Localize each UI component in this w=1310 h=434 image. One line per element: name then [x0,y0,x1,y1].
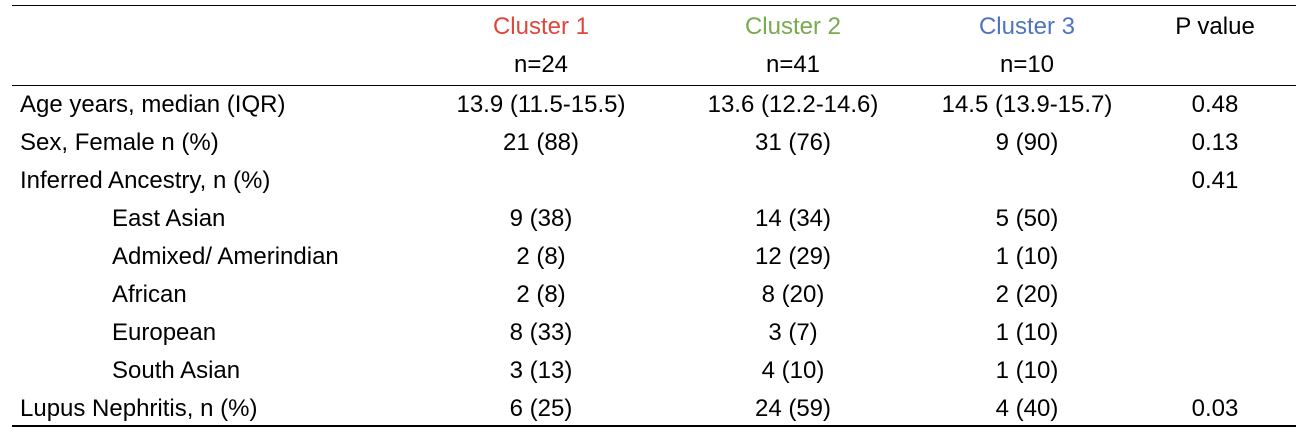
header-cluster-2: Cluster 2 [744,13,842,40]
row-label: Sex, Female n (%) [20,129,219,156]
header-cluster-3: Cluster 3 [978,13,1076,40]
cell-cluster-2: 14 (34) [754,205,832,232]
row-label: Lupus Nephritis, n (%) [20,395,258,422]
header-p-value: P value [1175,13,1255,40]
header-n-cluster-1: n=24 [513,51,569,78]
cell-p-value: 0.41 [1191,167,1239,194]
cell-p-value: 0.13 [1191,129,1239,156]
cell-cluster-1: 6 (25) [509,395,573,422]
cell-p-value: 0.03 [1191,395,1239,422]
row-label: East Asian [112,205,226,232]
header-n-cluster-2: n=41 [765,51,821,78]
row-label: South Asian [112,357,241,384]
cell-cluster-2: 31 (76) [754,129,832,156]
cell-cluster-1: 21 (88) [502,129,580,156]
cell-cluster-3: 9 (90) [995,129,1059,156]
cell-p-value: 0.48 [1191,91,1239,118]
cell-cluster-3: 1 (10) [995,357,1059,384]
cell-cluster-2: 3 (7) [768,319,818,346]
row-label: Inferred Ancestry, n (%) [20,167,271,194]
cell-cluster-3: 1 (10) [995,319,1059,346]
cell-cluster-3: 14.5 (13.9-15.7) [941,91,1113,118]
cell-cluster-3: 2 (20) [995,281,1059,308]
cell-cluster-2: 13.6 (12.2-14.6) [707,91,879,118]
header-n-cluster-3: n=10 [999,51,1055,78]
cell-cluster-1: 2 (8) [516,243,566,270]
cell-cluster-1: 8 (33) [509,319,573,346]
cell-cluster-3: 1 (10) [995,243,1059,270]
cell-cluster-1: 2 (8) [516,281,566,308]
header-divider-rule [12,85,1296,86]
cell-cluster-3: 5 (50) [995,205,1059,232]
cell-cluster-1: 3 (13) [509,357,573,384]
cell-cluster-2: 8 (20) [761,281,825,308]
cell-cluster-1: 9 (38) [509,205,573,232]
table-bottom-rule [12,425,1296,427]
row-label: African [112,281,187,308]
row-label: European [112,319,217,346]
cell-cluster-2: 24 (59) [754,395,832,422]
header-cluster-1: Cluster 1 [492,13,590,40]
table-top-rule [12,5,1296,6]
cell-cluster-2: 4 (10) [761,357,825,384]
cell-cluster-1: 13.9 (11.5-15.5) [456,91,626,118]
cell-cluster-2: 12 (29) [754,243,832,270]
cell-cluster-3: 4 (40) [995,395,1059,422]
row-label: Admixed/ Amerindian [112,243,339,270]
row-label: Age years, median (IQR) [20,91,286,118]
